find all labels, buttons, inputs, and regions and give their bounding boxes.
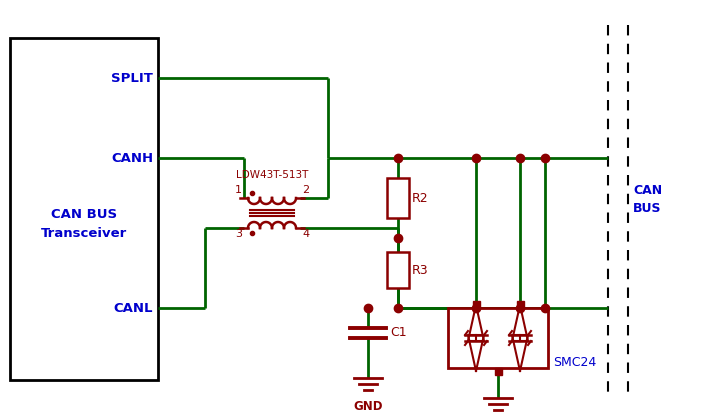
Text: R2: R2 — [412, 191, 428, 205]
Text: 3: 3 — [235, 229, 242, 239]
Text: GND: GND — [353, 400, 383, 413]
Bar — [448, 308, 548, 368]
Text: CAN BUS
Transceiver: CAN BUS Transceiver — [41, 208, 127, 240]
Text: SMC24: SMC24 — [553, 357, 597, 369]
Text: CAN
BUS: CAN BUS — [633, 185, 662, 215]
Bar — [387, 252, 409, 288]
Bar — [387, 178, 409, 218]
Text: 4: 4 — [302, 229, 309, 239]
Bar — [472, 301, 479, 308]
Text: CANL: CANL — [114, 302, 153, 314]
Text: 2: 2 — [302, 185, 309, 195]
Bar — [494, 368, 501, 375]
Text: LDW43T-513T: LDW43T-513T — [236, 170, 308, 180]
Text: C1: C1 — [390, 327, 407, 339]
Text: 1: 1 — [235, 185, 242, 195]
Text: R3: R3 — [412, 263, 428, 277]
Text: SPLIT: SPLIT — [111, 72, 153, 84]
Bar — [517, 301, 524, 308]
Text: CANH: CANH — [111, 151, 153, 164]
Bar — [10, 38, 158, 380]
